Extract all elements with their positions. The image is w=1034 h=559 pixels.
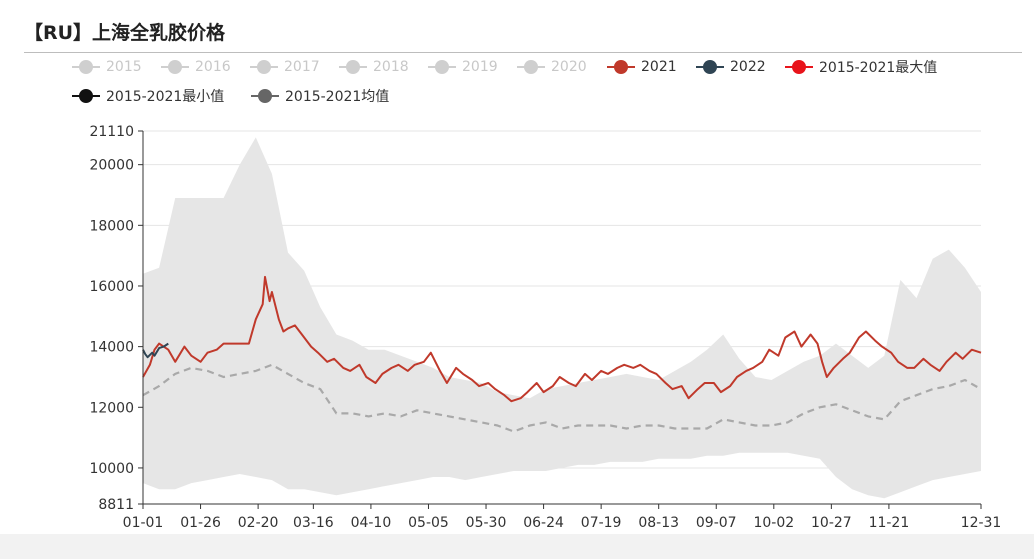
page-title: 【RU】上海全乳胶价格 xyxy=(24,22,226,44)
legend-item[interactable]: 2017 xyxy=(250,57,320,77)
legend-marker-icon xyxy=(250,60,278,74)
x-tick-label: 01-01 xyxy=(123,515,164,531)
legend-item[interactable]: 2022 xyxy=(696,57,766,77)
legend-label: 2022 xyxy=(730,59,766,75)
title-divider xyxy=(24,52,1022,53)
legend-item[interactable]: 2016 xyxy=(161,57,231,77)
x-tick-label: 05-30 xyxy=(466,515,507,531)
legend-marker-icon xyxy=(696,60,724,74)
legend-item[interactable]: 2019 xyxy=(428,57,498,77)
legend-item[interactable]: 2015-2021最小值 xyxy=(72,86,224,106)
max-min-band xyxy=(143,137,981,499)
legend-label: 2016 xyxy=(195,59,231,75)
bottom-bar xyxy=(0,534,1034,559)
x-tick-label: 01-26 xyxy=(180,515,221,531)
legend-item[interactable]: 2018 xyxy=(339,57,409,77)
series-line-2022 xyxy=(142,342,169,359)
legend-label: 2019 xyxy=(462,59,498,75)
legend-item[interactable]: 2015 xyxy=(72,57,142,77)
x-tick-label: 03-16 xyxy=(293,515,334,531)
legend-marker-icon xyxy=(428,60,456,74)
y-tick-label: 12000 xyxy=(89,400,134,416)
y-tick-label: 16000 xyxy=(89,279,134,295)
x-tick-label: 07-19 xyxy=(581,515,622,531)
legend-marker-icon xyxy=(785,60,813,74)
chart-panel: 【RU】上海全乳胶价格 2015 2016 2017 2018 2019 2020 2021… xyxy=(0,0,1034,534)
y-tick-label: 21110 xyxy=(89,124,134,140)
y-tick-label: 14000 xyxy=(89,340,134,356)
x-tick-label: 10-02 xyxy=(753,515,794,531)
x-tick-label: 12-31 xyxy=(961,515,1002,531)
x-tick-label: 10-27 xyxy=(811,515,852,531)
legend-marker-icon xyxy=(339,60,367,74)
legend-marker-icon xyxy=(161,60,189,74)
x-tick-label: 06-24 xyxy=(523,515,564,531)
legend-marker-icon xyxy=(251,89,279,103)
legend-item[interactable]: 2015-2021均值 xyxy=(251,86,389,106)
y-tick-label: 20000 xyxy=(89,158,134,174)
legend-label: 2015-2021均值 xyxy=(285,89,390,105)
legend-label: 2015 xyxy=(106,59,142,75)
legend-item[interactable]: 2015-2021最大值 xyxy=(785,57,937,77)
legend-label: 2017 xyxy=(284,59,320,75)
y-tick-label: 10000 xyxy=(89,461,134,477)
x-tick-label: 08-13 xyxy=(638,515,679,531)
legend-marker-icon xyxy=(72,89,100,103)
x-tick-label: 11-21 xyxy=(869,515,910,531)
legend-label: 2018 xyxy=(373,59,409,75)
legend-label: 2020 xyxy=(551,59,587,75)
legend-item[interactable]: 2020 xyxy=(517,57,587,77)
legend-marker-icon xyxy=(607,60,635,74)
legend-label: 2021 xyxy=(641,59,677,75)
x-tick-label: 09-07 xyxy=(696,515,737,531)
series-line-2021 xyxy=(142,275,982,403)
x-tick-label: 02-20 xyxy=(238,515,279,531)
x-tick-label: 04-10 xyxy=(351,515,392,531)
legend-item[interactable]: 2021 xyxy=(607,57,677,77)
y-tick-label: 18000 xyxy=(89,218,134,234)
line-chart: 8811 10000 12000 14000 16000 18000 20000 21110 0… xyxy=(89,124,1002,531)
x-tick-label: 05-05 xyxy=(408,515,449,531)
legend-marker-icon xyxy=(517,60,545,74)
y-tick-label: 8811 xyxy=(98,497,134,513)
legend-label: 2015-2021最大值 xyxy=(819,60,938,76)
legend-label: 2015-2021最小值 xyxy=(106,89,225,105)
legend-marker-icon xyxy=(72,60,100,74)
